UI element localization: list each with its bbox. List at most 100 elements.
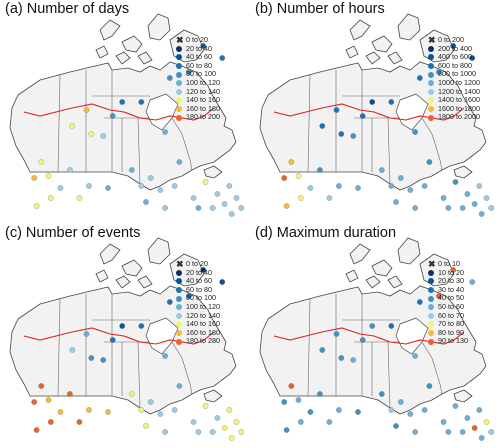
station-point [69,347,76,353]
station-point [333,107,340,113]
station-point [478,211,485,217]
station-point [105,185,111,191]
legend-swatch [428,97,434,104]
panel-title: (d) Maximum duration [255,225,397,241]
station-point [67,391,73,397]
legend-swatch [428,269,434,276]
station-point [283,427,290,433]
station-point [407,411,414,417]
legend: ✖ 0 to 10 10 to 20 20 to 30 30 to 40 40 to 50… [428,259,468,346]
province-boundary [171,117,193,171]
legend-label: 180 to 200 [186,112,220,122]
station-point [450,43,457,49]
station-point [407,187,414,193]
province-boundary [387,117,391,185]
legend-entry: 70 to 80 [428,320,468,329]
province-boundary [57,297,61,397]
station-point [57,185,64,191]
station-point [440,195,447,201]
station-point [459,429,466,435]
station-point [412,353,418,359]
legend-label: 80 to 100 [186,69,216,79]
legend-swatch [176,312,182,319]
legend-swatch [176,287,182,294]
legend-entry: 40 to 50 [428,294,468,303]
station-point [483,195,490,201]
legend-entry: 20 to 30 [428,277,468,286]
legend-label: 40 to 50 [438,293,464,303]
station-point [319,123,326,129]
station-point [186,293,192,299]
station-point [388,99,395,105]
station-point [421,183,428,189]
station-point [202,403,209,409]
station-point [86,183,92,189]
land-mass [397,237,421,265]
province-boundary [421,117,443,171]
station-point [436,293,442,299]
station-point [195,429,202,435]
legend-swatch [176,295,182,302]
land-mass [169,29,205,63]
legend-label: 140 to 160 [186,95,220,105]
legend-label: 60 to 80 [186,60,212,70]
station-point [359,337,366,343]
station-point [416,75,423,81]
legend-entry: 600 to 800 [428,61,480,71]
station-point [190,195,197,201]
station-point [338,355,345,361]
legend-entry: 30 to 40 [428,285,468,295]
legend-label: 100 to 120 [186,77,220,87]
legend-swatch [428,321,434,328]
station-point [31,399,38,405]
land-mass [115,275,131,289]
station-point [288,159,295,165]
station-point [109,337,116,343]
station-point [69,123,76,129]
province-boundary [307,297,311,397]
station-point [295,397,302,403]
station-point [190,419,197,425]
station-point [214,415,221,421]
station-point [76,195,83,201]
station-point [238,429,245,435]
legend-label: 100 to 120 [186,301,220,311]
station-point [440,419,447,425]
station-point [469,279,476,285]
cross-icon: ✖ [176,35,184,46]
station-point [162,205,168,211]
station-point [297,419,304,425]
station-point [176,383,183,389]
legend-label: 1600 to 1800 [438,103,480,113]
station-point [33,203,40,209]
red-line [273,103,465,121]
station-point [219,279,226,285]
station-point [426,383,433,389]
land-mass [169,253,205,287]
station-point [88,131,95,137]
legend-entry: 1000 to 1200 [428,78,480,88]
station-point [464,415,471,421]
station-point [317,167,323,173]
panel-title: (b) Number of hours [255,1,385,17]
legend-swatch [428,287,434,294]
legend-swatch [428,106,434,113]
legend-swatch [428,278,434,285]
station-point [378,167,385,173]
legend-label: 20 to 40 [186,267,212,277]
legend-label: 0 to 10 [438,259,460,268]
legend-entry: 60 to 80 [176,284,220,295]
station-point [283,203,290,209]
legend-label: 180 to 280 [186,336,220,346]
cross-icon: ✖ [428,35,436,46]
panel-b: (b) Number of hours ✖ 0 to 200 200 to 400 4… [250,0,500,224]
station-point [38,383,45,389]
station-point [128,167,135,173]
panel-c: (c) Number of events ✖ 0 to 20 20 to 40 40 … [0,224,250,448]
legend-swatch [176,106,182,113]
station-point [338,131,345,137]
legend-entry: 80 to 100 [176,294,220,303]
legend-swatch [176,45,182,52]
hudson-bay [145,317,179,355]
legend-label: 60 to 80 [186,284,212,294]
